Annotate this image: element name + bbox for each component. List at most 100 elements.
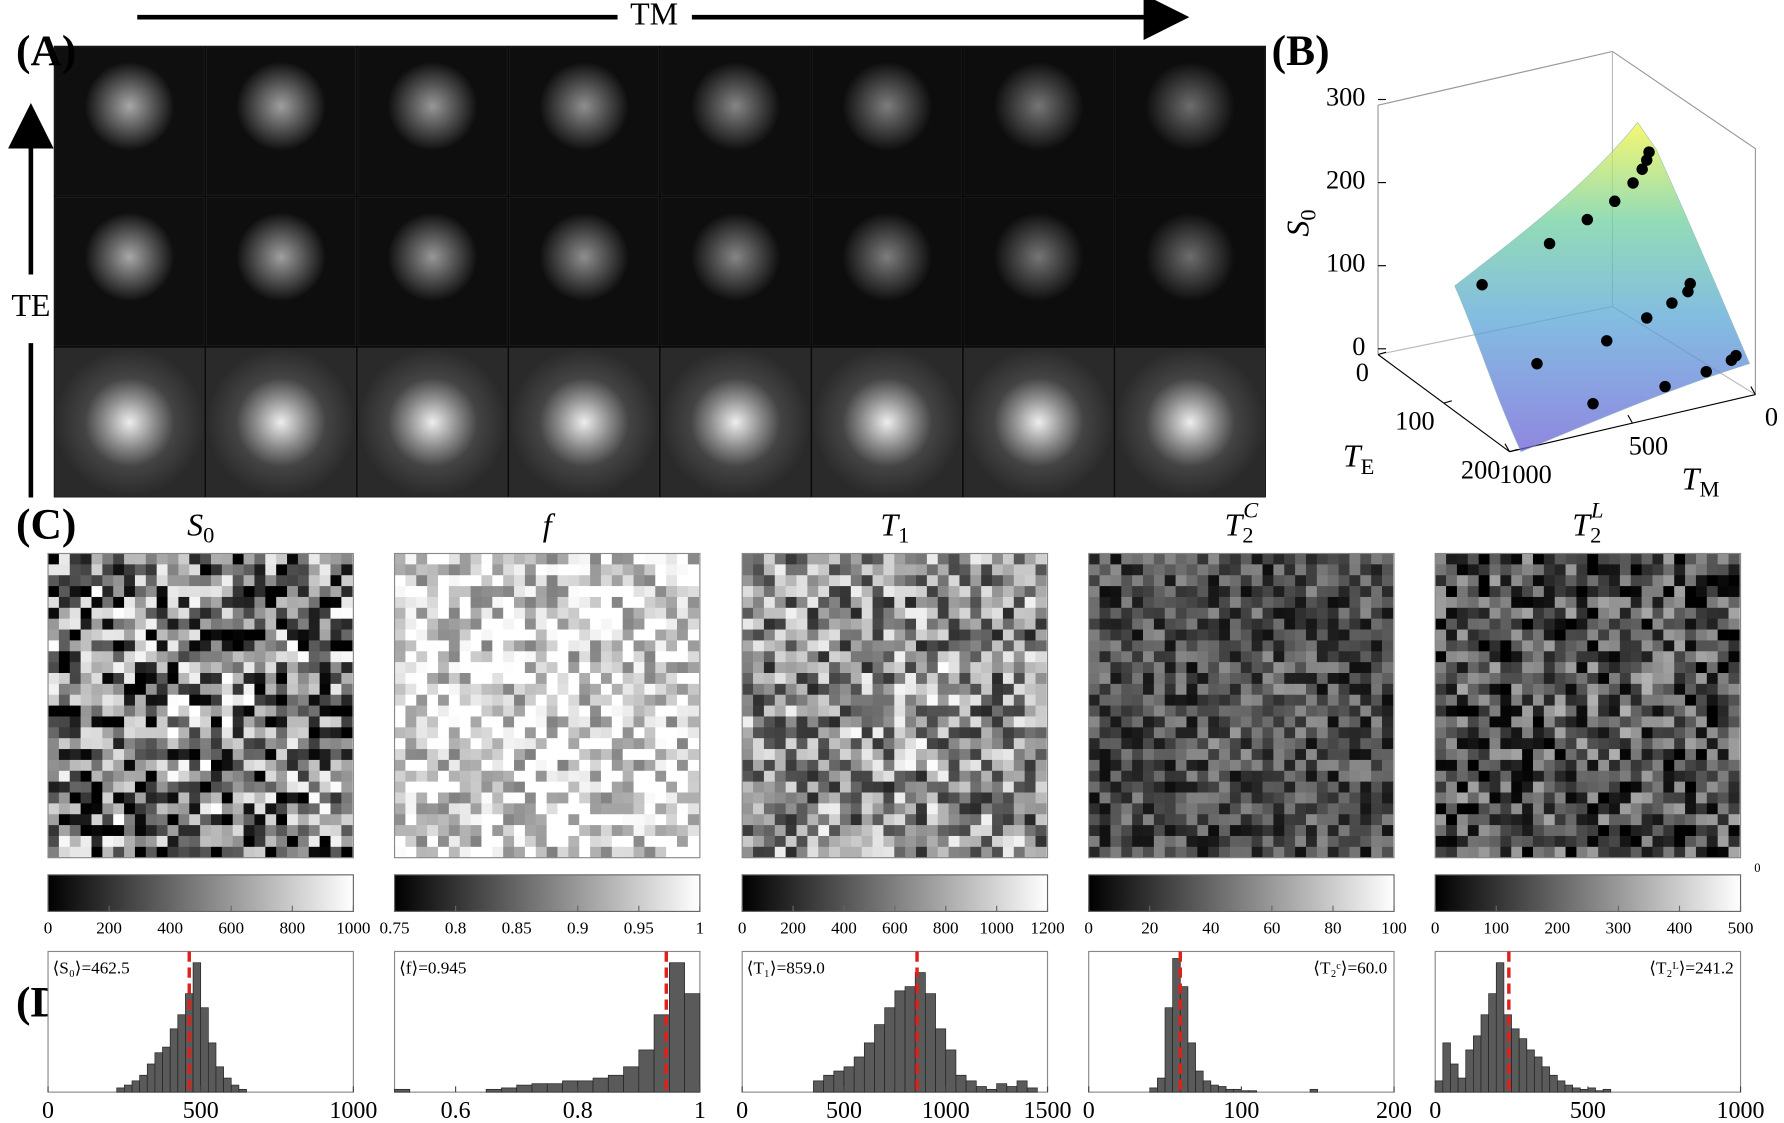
- map-pixel: [1295, 553, 1307, 565]
- map-pixel: [1674, 770, 1686, 782]
- histogram-tick-label: 500: [826, 1098, 862, 1123]
- map-pixel: [796, 727, 808, 739]
- map-pixel: [1641, 553, 1653, 565]
- histogram-bar: [823, 1074, 835, 1093]
- map-pixel: [1164, 629, 1176, 641]
- map-pixel: [1500, 618, 1512, 630]
- map-pixel: [1349, 651, 1361, 663]
- map-pixel: [1685, 759, 1697, 772]
- map-pixel: [178, 618, 190, 630]
- map-pixel: [1186, 694, 1198, 706]
- map-pixel: [1565, 651, 1577, 663]
- map-pixel: [948, 846, 960, 859]
- map-pixel: [1132, 825, 1144, 837]
- map-pixel: [677, 575, 689, 587]
- map-pixel: [1435, 651, 1447, 663]
- map-pixel: [221, 727, 234, 739]
- map-pixel: [611, 792, 624, 804]
- histogram-bar: [146, 1063, 156, 1093]
- map-pixel: [58, 672, 71, 685]
- map-pixel: [622, 662, 634, 674]
- map-pixel: [916, 825, 928, 837]
- map-pixel: [1446, 662, 1458, 674]
- map-pixel: [796, 705, 808, 717]
- map-pixel: [1446, 770, 1458, 782]
- map-pixel: [1685, 564, 1697, 576]
- map-pixel: [167, 803, 179, 815]
- map-pixel: [959, 759, 971, 772]
- map-pixel: [579, 629, 591, 641]
- colorbar-tick-label: 200: [1544, 919, 1570, 938]
- map-pixel: [427, 662, 439, 674]
- map-pixel: [1262, 553, 1274, 565]
- map-pixel: [1478, 618, 1490, 630]
- map-pixel: [178, 607, 190, 620]
- map-pixel: [1435, 781, 1447, 793]
- map-pixel: [1360, 629, 1372, 641]
- image-tile: [660, 46, 811, 196]
- map-pixel: [265, 727, 277, 739]
- map-pixel: [1446, 564, 1458, 576]
- tm-tick-label: 500: [1629, 431, 1668, 460]
- map-pixel: [265, 835, 277, 848]
- map-pixel: [1284, 662, 1296, 674]
- map-pixel: [1728, 770, 1740, 782]
- map-pixel: [861, 683, 873, 696]
- map-pixel: [1273, 651, 1285, 663]
- map-pixel: [763, 640, 776, 652]
- histogram-bar: [1442, 1042, 1451, 1093]
- map-pixel: [992, 618, 1004, 630]
- map-pixel: [981, 738, 993, 750]
- map-pixel: [459, 694, 471, 706]
- map-pixel: [1641, 803, 1653, 815]
- map-pixel: [1013, 651, 1025, 663]
- map-pixel: [1663, 781, 1675, 793]
- map-pixel: [200, 705, 212, 717]
- map-pixel: [1478, 662, 1490, 674]
- map-pixel: [1013, 716, 1025, 728]
- map-pixel: [448, 629, 461, 641]
- map-pixel: [742, 564, 754, 576]
- map-pixel: [970, 770, 982, 782]
- map-pixel: [763, 705, 776, 717]
- map-pixel: [894, 825, 906, 837]
- map-pixel: [1316, 672, 1329, 685]
- map-pixel: [633, 564, 645, 576]
- map-pixel: [80, 575, 92, 587]
- map-pixel: [546, 553, 558, 565]
- colorbar-tick-label: 200: [780, 919, 806, 938]
- image-tile: [1115, 46, 1266, 196]
- map-pixel: [666, 553, 678, 565]
- map-pixel: [1467, 683, 1480, 696]
- map-pixel: [189, 575, 201, 587]
- map-pixel: [926, 564, 939, 576]
- map-pixel: [1728, 738, 1740, 750]
- map-pixel: [265, 596, 277, 609]
- map-pixel: [655, 607, 667, 620]
- map-pixel: [1143, 825, 1155, 837]
- image-tile: [54, 197, 205, 347]
- map-pixel: [1685, 586, 1697, 598]
- map-pixel: [774, 846, 786, 859]
- map-pixel: [459, 814, 471, 826]
- map-pixel: [200, 694, 212, 706]
- map-pixel: [1024, 553, 1036, 565]
- map-pixel: [1456, 586, 1469, 598]
- map-pixel: [981, 781, 993, 793]
- map-pixel: [448, 586, 461, 598]
- image-tile: [357, 197, 508, 347]
- map-pixel: [959, 564, 971, 576]
- map-pixel: [58, 716, 71, 728]
- map-pixel: [481, 738, 493, 750]
- map-pixel: [1695, 586, 1708, 598]
- map-pixel: [243, 770, 255, 782]
- map-pixel: [546, 694, 558, 706]
- map-pixel: [276, 694, 288, 706]
- map-pixel: [1284, 781, 1296, 793]
- map-pixel: [416, 792, 428, 804]
- map-pixel: [189, 694, 201, 706]
- map-pixel: [894, 586, 906, 598]
- map-pixel: [1695, 803, 1708, 815]
- map-pixel: [102, 705, 114, 717]
- histogram-tick-label: 100: [1223, 1098, 1259, 1123]
